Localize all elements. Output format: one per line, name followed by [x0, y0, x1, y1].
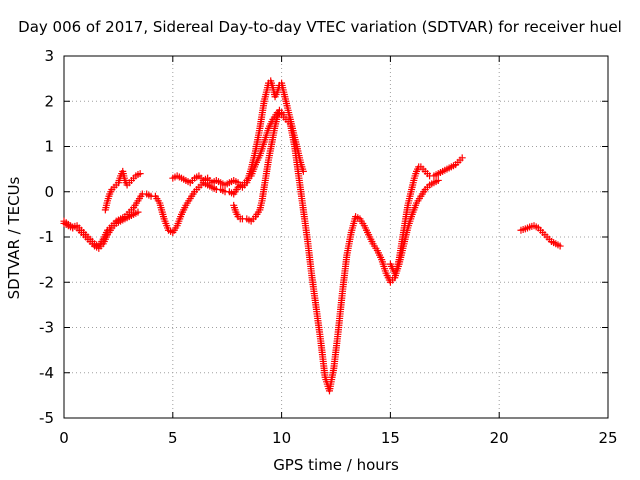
data-point [136, 170, 144, 178]
y-tick-label: 3 [44, 47, 54, 65]
x-tick-label: 10 [272, 429, 291, 447]
data-point [458, 154, 466, 162]
x-tick-label: 15 [381, 429, 400, 447]
y-tick-label: 0 [44, 183, 54, 201]
y-tick-label: -3 [39, 319, 54, 337]
x-tick-label: 25 [598, 429, 617, 447]
y-axis-label: SDTVAR / TECUs [5, 176, 23, 300]
chart-title: Day 006 of 2017, Sidereal Day-to-day VTE… [18, 18, 622, 36]
y-tick-label: -2 [39, 273, 54, 291]
y-tick-label: -4 [39, 364, 54, 382]
x-tick-label: 20 [490, 429, 509, 447]
data-point [299, 167, 307, 175]
data-point [556, 242, 564, 250]
data-point [134, 208, 142, 216]
y-tick-label: -5 [39, 409, 54, 427]
data-point [280, 111, 288, 119]
y-tick-label: 2 [44, 92, 54, 110]
x-tick-label: 0 [59, 429, 69, 447]
x-tick-label: 5 [168, 429, 178, 447]
y-tick-label: -1 [39, 228, 54, 246]
y-tick-label: 1 [44, 138, 54, 156]
x-axis-label: GPS time / hours [273, 456, 399, 474]
data-point [434, 176, 442, 184]
